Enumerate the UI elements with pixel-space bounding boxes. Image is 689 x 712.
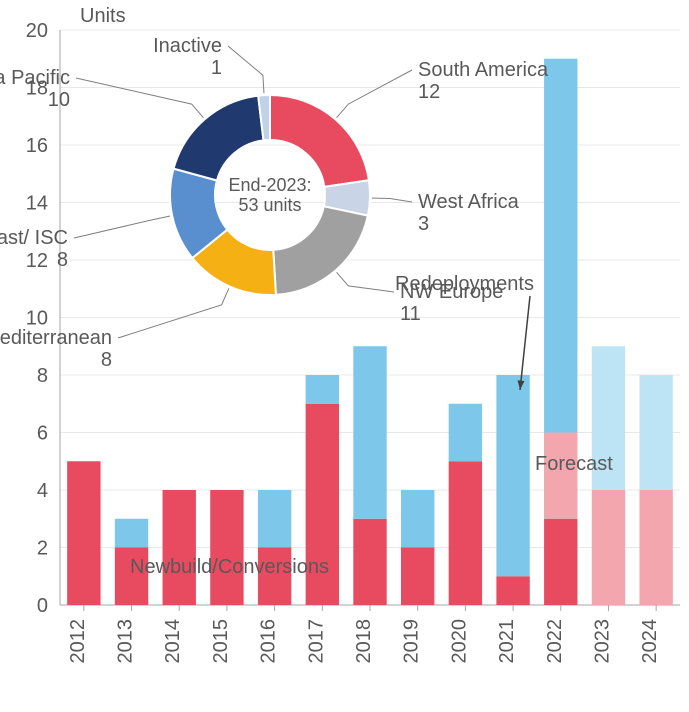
x-tick-label: 2013 — [115, 619, 137, 664]
bar-newbuild — [67, 461, 100, 605]
donut-label-mediterranean: Mediterranean8 — [0, 327, 112, 371]
bar-newbuild — [401, 548, 434, 606]
y-tick-label: 0 — [37, 595, 48, 617]
donut-leader-middle_east — [74, 216, 170, 238]
x-tick-label: 2021 — [496, 619, 518, 664]
bar-forecast-redeploy — [639, 375, 672, 490]
donut-label-west_africa: West Africa3 — [418, 191, 520, 235]
bar-redeploy — [449, 404, 482, 462]
x-tick-label: 2016 — [258, 619, 280, 664]
y-tick-label: 16 — [26, 135, 48, 157]
bar-forecast-newbuild — [639, 490, 672, 605]
x-tick-label: 2012 — [67, 619, 89, 664]
bar-newbuild — [449, 461, 482, 605]
bar-forecast-newbuild — [544, 433, 577, 519]
donut-leader-west_africa — [372, 198, 412, 202]
donut-label-inactive: Inactive1 — [153, 35, 222, 79]
donut-leader-nw_europe — [337, 272, 394, 292]
bar-forecast-newbuild — [592, 490, 625, 605]
x-tick-label: 2015 — [210, 619, 232, 664]
x-tick-label: 2019 — [401, 619, 423, 664]
donut-slice-nw_europe — [273, 206, 368, 294]
donut-center-text: End-2023:53 units — [228, 175, 311, 215]
y-tick-label: 14 — [26, 193, 48, 215]
x-tick-label: 2024 — [639, 619, 661, 664]
combined-chart: 02468101214161820Units201220132014201520… — [0, 0, 689, 707]
bar-newbuild — [163, 490, 196, 605]
x-tick-label: 2017 — [305, 619, 327, 664]
x-tick-label: 2020 — [448, 619, 470, 664]
label-forecast: Forecast — [535, 453, 613, 475]
x-tick-label: 2023 — [591, 619, 613, 664]
y-tick-label: 12 — [26, 250, 48, 272]
x-tick-label: 2014 — [162, 619, 184, 664]
donut-label-nw_europe: NW Europe11 — [400, 281, 503, 325]
bar-redeploy — [353, 346, 386, 519]
bar-newbuild — [210, 490, 243, 605]
bar-redeploy — [496, 375, 529, 576]
y-axis-title: Units — [80, 5, 126, 27]
donut-leader-inactive — [228, 46, 264, 93]
y-tick-label: 4 — [37, 480, 48, 502]
donut-slice-asia_pacific — [174, 96, 264, 181]
x-tick-label: 2018 — [353, 619, 375, 664]
bar-redeploy — [306, 375, 339, 404]
chart-svg: 02468101214161820Units201220132014201520… — [0, 0, 689, 707]
donut-leader-south_america — [337, 70, 412, 118]
bar-redeploy — [258, 490, 291, 548]
donut-leader-asia_pacific — [76, 78, 203, 118]
donut-leader-mediterranean — [118, 288, 229, 338]
y-tick-label: 8 — [37, 365, 48, 387]
bar-newbuild — [544, 519, 577, 605]
bar-redeploy — [401, 490, 434, 548]
donut-slice-south_america — [270, 95, 369, 187]
x-tick-label: 2022 — [544, 619, 566, 664]
label-newbuild: Newbuild/Conversions — [130, 556, 329, 578]
bar-newbuild — [496, 576, 529, 605]
bar-newbuild — [353, 519, 386, 605]
y-tick-label: 2 — [37, 538, 48, 560]
y-tick-label: 20 — [26, 20, 48, 42]
bar-redeploy — [115, 519, 148, 548]
donut-label-south_america: South America12 — [418, 59, 549, 103]
y-tick-label: 6 — [37, 423, 48, 445]
